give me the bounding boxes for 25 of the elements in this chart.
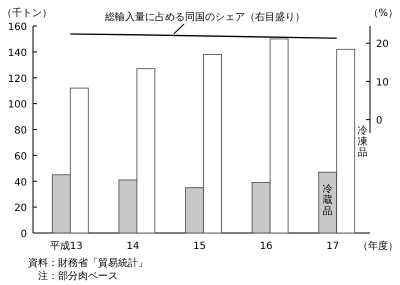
y2-tick-label: 10 [376, 77, 389, 88]
y2-axis-title: （%） [368, 8, 398, 19]
y-axis-title: （千トン） [2, 7, 52, 19]
y-tick-label: 120 [8, 74, 27, 85]
y-tick-label: 0 [20, 229, 27, 240]
x-tick-label: 15 [193, 241, 206, 252]
x-tick-label: 14 [126, 241, 140, 252]
x-axis-title: （年度） [358, 240, 398, 252]
y-tick-label: 160 [8, 22, 27, 33]
x-tick-label: 17 [326, 241, 340, 252]
y-tick-label: 80 [14, 126, 27, 136]
x-tick-label: 平成13 [50, 240, 83, 252]
y-tick-label: 100 [8, 100, 27, 111]
series-label: 総輸入量に占める同国のシェア（右目盛り） [104, 11, 305, 23]
y-tick-label: 40 [14, 177, 27, 188]
y2-tick-label: 20 [376, 39, 389, 50]
series-label: 冷蔵品 [322, 183, 333, 218]
text: 資料：財務省「貿易統計」 [28, 257, 148, 269]
y-tick-label: 20 [14, 203, 27, 214]
y-tick-label: 60 [14, 151, 27, 162]
y2-tick-label: 0 [376, 116, 382, 127]
x-tick-label: 16 [260, 241, 272, 252]
y-tick-label: 140 [8, 48, 27, 59]
series-label: 冷凍品 [358, 124, 368, 158]
text: 注：部分肉ベース [38, 270, 118, 282]
